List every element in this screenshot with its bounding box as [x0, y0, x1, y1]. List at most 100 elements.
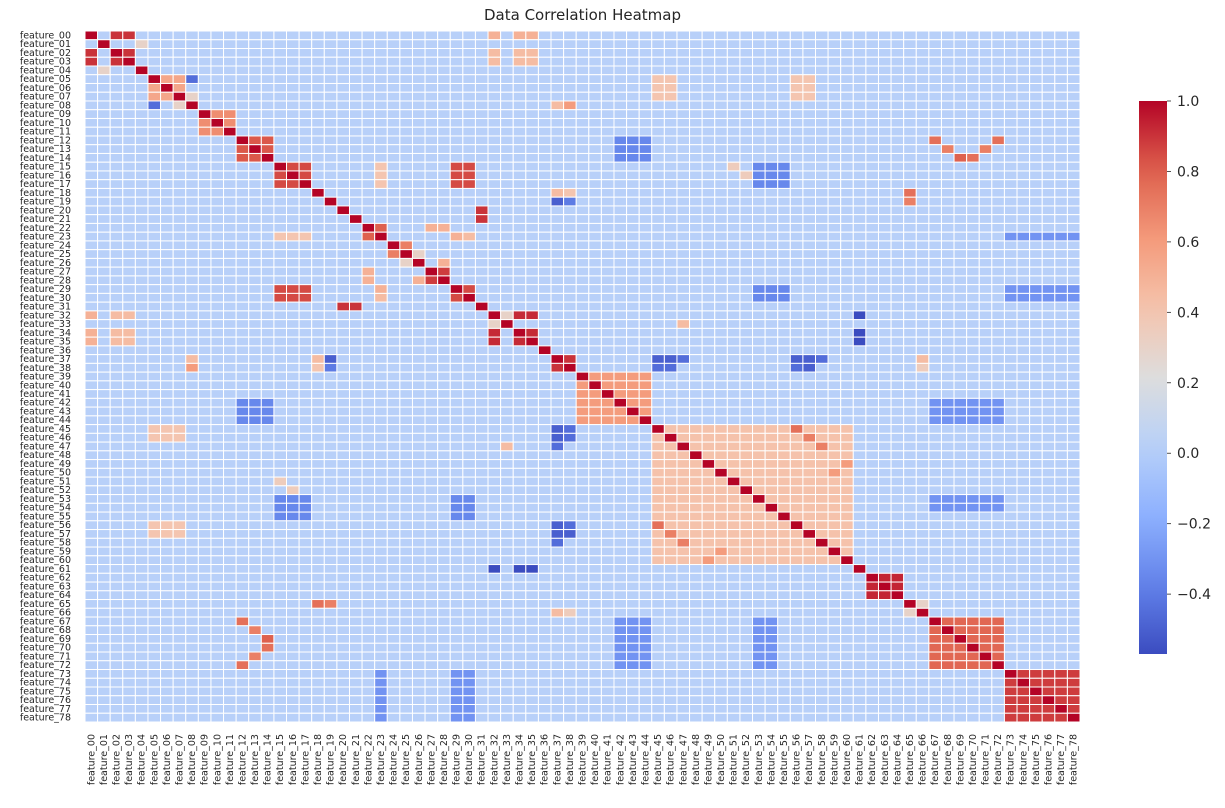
heatmap-cell — [424, 39, 439, 49]
heatmap-cell — [928, 257, 942, 268]
heatmap-cell — [877, 327, 892, 338]
heatmap-cell — [676, 406, 691, 417]
heatmap-cell — [109, 275, 124, 286]
heatmap-cell — [424, 502, 439, 513]
heatmap-cell — [739, 467, 754, 478]
heatmap-cell — [940, 144, 955, 154]
heatmap-cell — [500, 39, 514, 49]
heatmap-cell — [500, 459, 514, 469]
heatmap-cell — [411, 459, 426, 469]
heatmap-cell — [877, 345, 892, 356]
heatmap-cell — [940, 100, 955, 111]
heatmap-cell — [689, 424, 703, 434]
heatmap-cell — [638, 345, 653, 356]
heatmap-cell — [676, 354, 691, 364]
heatmap-cell — [260, 441, 275, 452]
heatmap-cell — [361, 187, 376, 198]
heatmap-cell — [915, 354, 930, 364]
heatmap-cell — [235, 572, 250, 583]
heatmap-cell — [487, 222, 502, 233]
heatmap-cell — [890, 179, 905, 189]
heatmap-cell — [865, 214, 879, 224]
heatmap-cell — [348, 327, 363, 338]
heatmap-cell — [411, 494, 426, 504]
heatmap-cell — [323, 476, 338, 487]
heatmap-cell — [323, 56, 338, 67]
heatmap-cell — [550, 214, 565, 224]
heatmap-cell — [651, 336, 665, 347]
heatmap-cell — [185, 266, 199, 277]
heatmap-cell — [474, 65, 489, 76]
heatmap-cell — [399, 564, 413, 574]
heatmap-cell — [260, 82, 275, 93]
heatmap-cell — [877, 537, 892, 548]
heatmap-cell — [260, 135, 275, 146]
heatmap-cell — [474, 109, 489, 119]
heatmap-cell — [185, 292, 199, 303]
heatmap-cell — [336, 257, 350, 268]
heatmap-cell — [840, 424, 854, 434]
heatmap-cell — [449, 441, 464, 452]
heatmap-cell — [223, 275, 237, 286]
heatmap-cell — [840, 354, 854, 364]
heatmap-cell — [940, 406, 955, 417]
heatmap-cell — [1003, 126, 1018, 137]
heatmap-cell — [260, 257, 275, 268]
heatmap-cell — [701, 546, 716, 557]
heatmap-cell — [537, 432, 552, 443]
heatmap-cell — [852, 266, 867, 277]
heatmap-cell — [752, 354, 766, 364]
heatmap-cell — [563, 415, 577, 426]
heatmap-cell — [449, 494, 464, 504]
heatmap-cell — [638, 65, 653, 76]
heatmap-cell — [311, 39, 325, 49]
heatmap-cell — [1003, 231, 1018, 242]
heatmap-cell — [626, 214, 640, 224]
heatmap-cell — [777, 100, 791, 111]
heatmap-cell — [1029, 406, 1043, 417]
heatmap-cell — [361, 380, 376, 391]
heatmap-cell — [147, 47, 162, 58]
heatmap-cell — [600, 47, 615, 58]
heatmap-cell — [651, 371, 665, 382]
heatmap-cell — [575, 30, 590, 41]
heatmap-cell — [500, 65, 514, 76]
heatmap-cell — [374, 529, 388, 539]
heatmap-cell — [777, 450, 791, 461]
heatmap-cell — [84, 485, 99, 496]
heatmap-cell — [726, 170, 741, 181]
heatmap-cell — [676, 415, 691, 426]
heatmap-cell — [978, 240, 993, 251]
heatmap-cell — [160, 91, 174, 102]
heatmap-cell — [1003, 30, 1018, 41]
heatmap-cell — [474, 222, 489, 233]
heatmap-cell — [525, 74, 539, 84]
heatmap-cell — [600, 371, 615, 382]
heatmap-cell — [361, 336, 376, 347]
heatmap-cell — [739, 205, 754, 216]
heatmap-cell — [197, 555, 212, 566]
heatmap-cell — [374, 467, 388, 478]
heatmap-cell — [411, 476, 426, 487]
heatmap-cell — [197, 82, 212, 93]
heatmap-cell — [474, 537, 489, 548]
heatmap-cell — [449, 450, 464, 461]
heatmap-cell — [789, 266, 804, 277]
heatmap-cell — [210, 581, 225, 592]
heatmap-cell — [689, 100, 703, 111]
heatmap-cell — [915, 117, 930, 128]
heatmap-cell — [865, 47, 879, 58]
heatmap-cell — [827, 152, 842, 163]
heatmap-cell — [537, 231, 552, 242]
heatmap-cell — [399, 572, 413, 583]
heatmap-cell — [424, 170, 439, 181]
heatmap-cell — [235, 222, 250, 233]
heatmap-cell — [802, 441, 816, 452]
heatmap-cell — [223, 47, 237, 58]
heatmap-cell — [739, 327, 754, 338]
heatmap-cell — [877, 187, 892, 198]
heatmap-cell — [600, 214, 615, 224]
heatmap-cell — [890, 537, 905, 548]
heatmap-cell — [626, 231, 640, 242]
heatmap-cell — [626, 336, 640, 347]
